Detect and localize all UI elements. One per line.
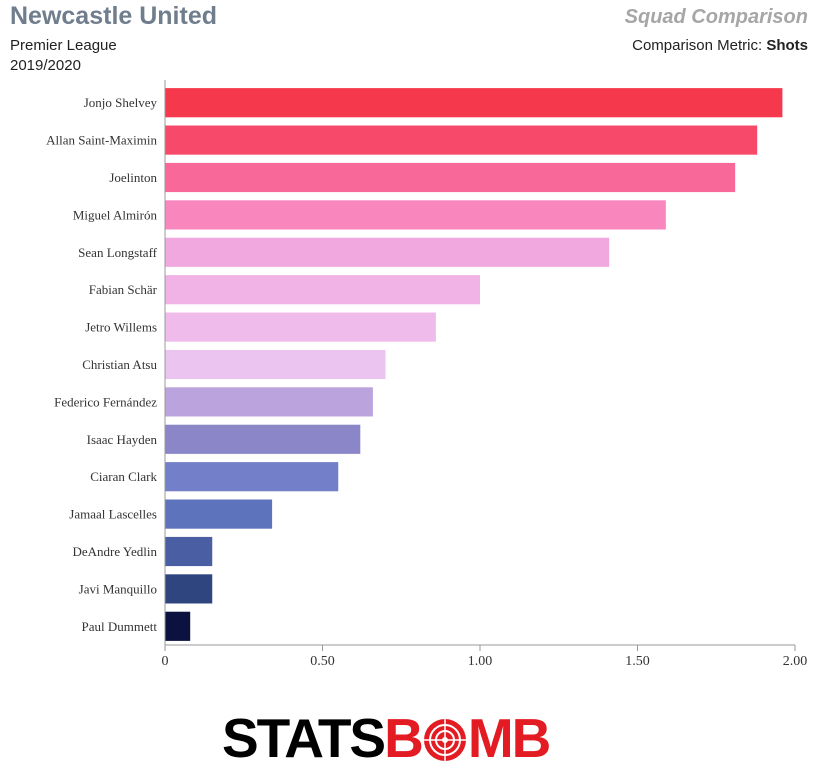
bar-chart: Jonjo Shelvey Allan Saint-Maximin Joelinto… [46,80,808,669]
bar-deandre-yedlin [165,536,213,567]
logo-text-mb: MB [467,707,552,769]
bar-christian-atsu [165,349,386,380]
bar-isaac-hayden [165,424,361,454]
league-label: Premier League [10,37,117,54]
category-label: Christian Atsu [82,357,157,372]
category-label: Allan Saint-Maximin [46,133,157,148]
bar-ciaran-clark [165,462,339,492]
bar-allan-saint-maximin [165,125,758,155]
x-tick-label: 0 [162,654,169,669]
report-title: Squad Comparison [624,6,808,28]
x-tick-label: 2.00 [783,654,808,669]
bar-miguel-almir-n [165,200,666,230]
category-label: Javi Manquillo [79,581,157,596]
bar-paul-dummett [165,611,191,641]
bar-fabian-sch-r [165,275,480,305]
team-title: Newcastle United [10,2,218,30]
target-icon [423,719,466,761]
season-label: 2019/2020 [10,57,81,74]
category-label: Isaac Hayden [87,432,158,447]
metric-name: Shots [766,37,808,54]
category-label: Miguel Almirón [73,207,158,222]
bar-jetro-willems [165,312,436,342]
bar-javi-manquillo [165,574,213,604]
bar-joelinton [165,162,736,193]
category-label: Federico Fernández [54,394,157,409]
category-label: Joelinton [109,170,157,185]
category-label: DeAndre Yedlin [73,544,158,559]
category-label: Jamaal Lascelles [69,507,157,522]
logo-text-b: B [384,707,424,769]
metric-label: Comparison Metric: [632,37,763,54]
logo-text-stats: STATS [222,707,386,769]
x-tick-label: 0.50 [310,654,335,669]
category-label: Jetro Willems [85,320,157,335]
statsbomb-logo: STATSB MB [222,707,552,769]
x-tick-label: 1.50 [625,654,650,669]
comparison-metric: Comparison Metric: Shots [632,37,808,54]
category-label: Sean Longstaff [78,245,157,260]
bar-jamaal-lascelles [165,499,273,529]
logo-text-bomb: B MB [384,707,552,769]
category-label: Paul Dummett [82,619,158,634]
bar-sean-longstaff [165,237,610,267]
category-label: Fabian Schär [89,282,158,297]
category-label: Ciaran Clark [90,469,157,484]
category-label: Jonjo Shelvey [84,95,158,110]
x-tick-label: 1.00 [468,654,493,669]
bar-federico-fern-ndez [165,387,373,417]
bar-jonjo-shelvey [165,88,783,118]
